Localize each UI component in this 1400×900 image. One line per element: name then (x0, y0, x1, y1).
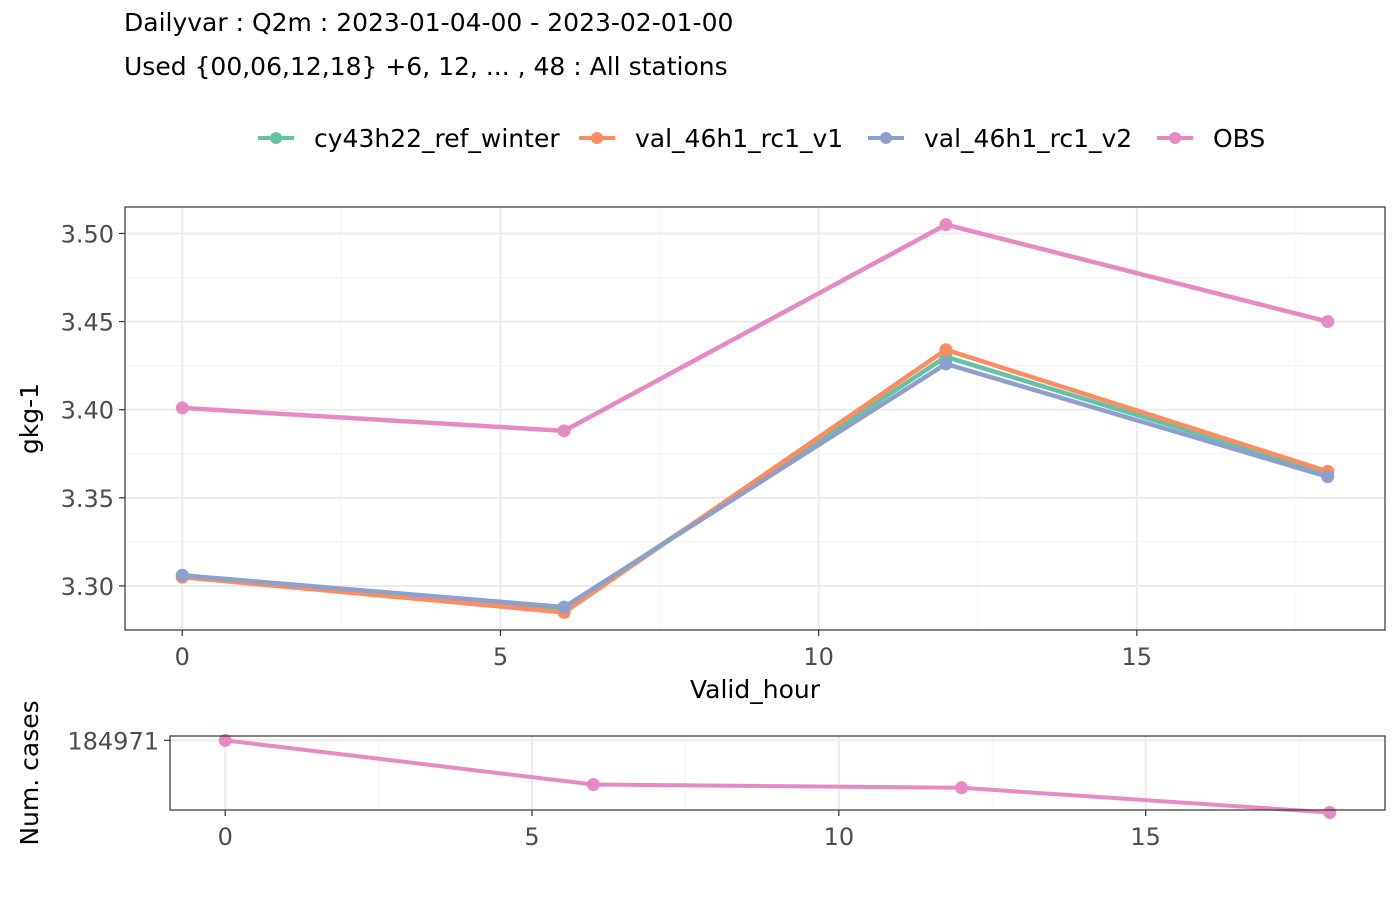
plot-background (170, 736, 1385, 810)
legend-key-icon (868, 118, 904, 158)
x-tick-label: 10 (824, 823, 855, 851)
series-line-3 (182, 222, 1329, 434)
data-point (1321, 315, 1335, 329)
x-tick-label: 5 (524, 823, 539, 851)
data-point (175, 568, 189, 582)
data-point (955, 781, 969, 795)
y-tick-label: 3.40 (61, 397, 114, 425)
y-tick-label: 3.35 (61, 485, 114, 513)
data-point (557, 600, 571, 614)
x-tick-label: 0 (218, 823, 233, 851)
legend-label: OBS (1213, 123, 1266, 153)
series-line-1 (182, 347, 1329, 615)
data-point (218, 733, 232, 747)
x-tick-label: 10 (803, 643, 834, 671)
data-point (1321, 470, 1335, 484)
x-axis-label: Valid_hour (690, 675, 821, 704)
y-axis-label: gkg-1 (15, 383, 44, 454)
legend-item-val-v1: val_46h1_rc1_v1 (579, 118, 843, 158)
plot-background (125, 207, 1385, 630)
legend-key-icon (1157, 118, 1193, 158)
x-tick-label: 15 (1122, 643, 1153, 671)
x-tick-label: 5 (493, 643, 508, 671)
chart-subtitle: Used {00,06,12,18} +6, 12, ... , 48 : Al… (124, 52, 728, 81)
cases-panel: 0 5 10 15 184971 Num. cases (15, 700, 1386, 851)
data-point (1323, 805, 1337, 819)
series-line-2 (182, 361, 1329, 610)
y-axis-label: Num. cases (15, 700, 44, 845)
legend-key-icon (258, 118, 294, 158)
data-point (939, 218, 953, 232)
legend-item-val-v2: val_46h1_rc1_v2 (868, 118, 1132, 158)
legend-label: val_46h1_rc1_v1 (635, 123, 844, 153)
chart-title: Dailyvar : Q2m : 2023-01-04-00 - 2023-02… (124, 8, 734, 37)
legend: cy43h22_ref_winter val_46h1_rc1_v1 val_4… (0, 118, 1400, 158)
legend-label: val_46h1_rc1_v2 (924, 123, 1133, 153)
data-point (175, 401, 189, 415)
series-line-0 (224, 738, 1330, 815)
y-tick-label: 3.30 (61, 573, 114, 601)
y-tick-label: 3.50 (61, 220, 114, 248)
legend-item-cy43h22: cy43h22_ref_winter (258, 118, 560, 158)
legend-item-obs: OBS (1157, 118, 1265, 158)
data-point (939, 357, 953, 371)
data-point (939, 343, 953, 357)
y-tick-label: 184971 (67, 727, 159, 755)
main-panel: 0 5 10 15 3.30 3.35 3.40 3.45 3.50 Valid_hour gkg-… (15, 206, 1386, 704)
plot-border (169, 735, 1386, 811)
legend-key-icon (579, 118, 615, 158)
data-point (586, 778, 600, 792)
x-tick-label: 15 (1130, 823, 1161, 851)
y-tick-label: 3.45 (61, 309, 114, 337)
data-point (557, 424, 571, 438)
x-tick-label: 0 (175, 643, 190, 671)
plot-border (124, 206, 1386, 631)
legend-label: cy43h22_ref_winter (314, 123, 560, 153)
